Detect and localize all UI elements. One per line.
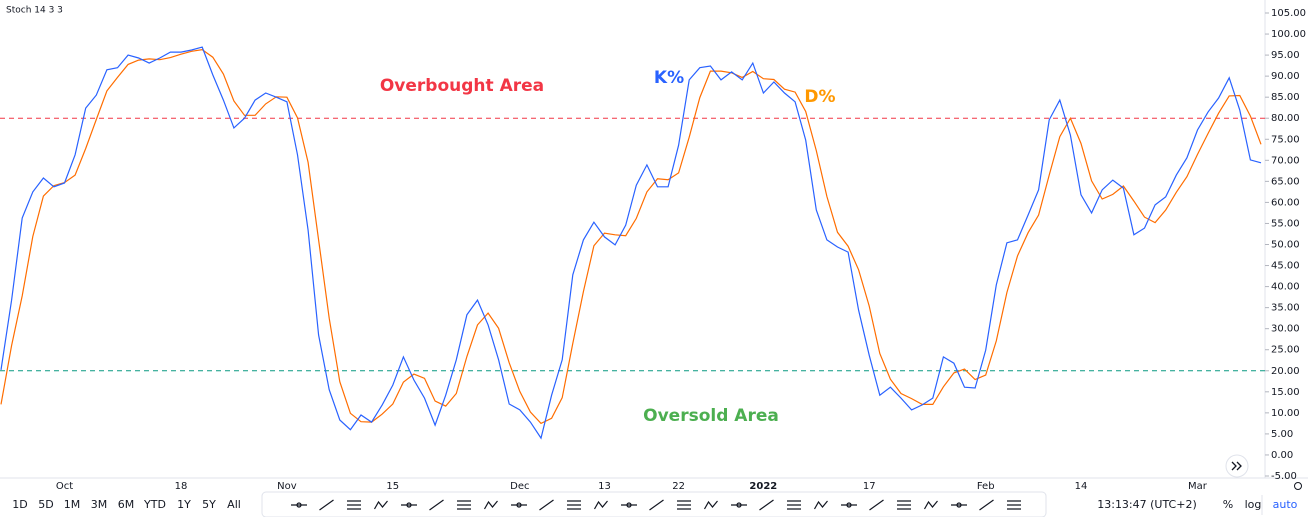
- x-tick-label: Feb: [977, 481, 995, 492]
- y-tick-label: 15.00: [1271, 387, 1300, 398]
- tool-icon[interactable]: [373, 500, 388, 510]
- tool-icon[interactable]: [511, 502, 527, 508]
- y-tick-label: 25.00: [1271, 345, 1300, 356]
- scroll-button[interactable]: [1225, 454, 1249, 478]
- tool-icon[interactable]: [539, 499, 554, 511]
- range-button[interactable]: 5D: [38, 498, 53, 511]
- tool-icon[interactable]: [483, 500, 498, 510]
- tool-icon[interactable]: [401, 502, 417, 508]
- tool-icon[interactable]: [813, 500, 828, 510]
- y-tick-label: 0.00: [1271, 450, 1293, 461]
- y-tick-label: 5.00: [1271, 429, 1293, 440]
- y-tick-label: 40.00: [1271, 282, 1300, 293]
- tool-icon[interactable]: [429, 499, 444, 511]
- tool-icon[interactable]: [869, 499, 884, 511]
- tool-icon[interactable]: [923, 500, 938, 510]
- annotation: Overbought Area: [380, 76, 544, 96]
- range-button[interactable]: 5Y: [202, 498, 216, 511]
- tool-icon[interactable]: [567, 500, 581, 510]
- y-tick-label: 65.00: [1271, 176, 1300, 187]
- y-tick-label: 95.00: [1271, 50, 1300, 61]
- tool-icon[interactable]: [649, 499, 664, 511]
- x-tick-label: Dec: [510, 481, 529, 492]
- x-tick-label: 18: [175, 481, 188, 492]
- tool-icon[interactable]: [979, 499, 994, 511]
- y-tick-label: 80.00: [1271, 113, 1300, 124]
- tool-icon[interactable]: [347, 500, 361, 510]
- series-label: K%: [654, 68, 684, 88]
- tool-icon[interactable]: [621, 502, 637, 508]
- range-button[interactable]: 1D: [12, 498, 27, 511]
- series-line: [0, 48, 1262, 425]
- x-tick-label: Oct: [56, 481, 73, 492]
- scale-option[interactable]: auto: [1273, 498, 1298, 511]
- scale-option[interactable]: %: [1223, 498, 1233, 511]
- drawing-toolbar: [261, 491, 1047, 517]
- indicator-label: Stoch 14 3 3: [6, 6, 63, 16]
- y-tick-label: 105.00: [1271, 8, 1306, 19]
- y-tick-label: 10.00: [1271, 408, 1300, 419]
- range-button[interactable]: YTD: [143, 498, 166, 511]
- x-tick-label: Nov: [277, 481, 297, 492]
- y-tick-label: -5.00: [1271, 471, 1297, 482]
- y-tick-label: 35.00: [1271, 303, 1300, 314]
- range-button[interactable]: 1Y: [177, 498, 191, 511]
- clock: 13:13:47 (UTC+2): [1097, 498, 1197, 511]
- tool-icon[interactable]: [731, 502, 747, 508]
- y-tick-label: 20.00: [1271, 366, 1300, 377]
- y-tick-label: 75.00: [1271, 134, 1300, 145]
- annotation: Oversold Area: [643, 406, 779, 426]
- x-tick-label: 13: [598, 481, 611, 492]
- y-tick-label: 100.00: [1271, 29, 1306, 40]
- scale-option[interactable]: log: [1245, 498, 1262, 511]
- tool-icon[interactable]: [319, 499, 334, 511]
- drawing-tools: [291, 499, 1021, 511]
- range-button[interactable]: 6M: [118, 498, 135, 511]
- range-button[interactable]: 3M: [91, 498, 108, 511]
- x-tick-label: 22: [672, 481, 685, 492]
- x-tick-label: 15: [386, 481, 399, 492]
- x-tick-label: 17: [863, 481, 876, 492]
- y-tick-label: 55.00: [1271, 218, 1300, 229]
- x-tick-label: Mar: [1188, 481, 1208, 492]
- y-tick-label: 50.00: [1271, 240, 1300, 251]
- tool-icon[interactable]: [841, 502, 857, 508]
- tool-icon[interactable]: [759, 499, 774, 511]
- y-tick-label: 60.00: [1271, 197, 1300, 208]
- series-line: [0, 46, 1262, 440]
- tool-icon[interactable]: [897, 500, 911, 510]
- y-tick-label: 45.00: [1271, 261, 1300, 272]
- y-tick-label: 30.00: [1271, 324, 1300, 335]
- tool-icon[interactable]: [593, 500, 608, 510]
- tool-icon[interactable]: [951, 502, 967, 508]
- series-label: D%: [804, 87, 835, 107]
- range-button[interactable]: 1M: [64, 498, 81, 511]
- tool-icon[interactable]: [457, 500, 471, 510]
- tool-icon[interactable]: [291, 502, 307, 508]
- settings-icon[interactable]: [1294, 482, 1302, 490]
- y-tick-label: 70.00: [1271, 155, 1300, 166]
- tool-icon[interactable]: [1007, 500, 1021, 510]
- x-tick-label: 14: [1075, 481, 1088, 492]
- tool-icon[interactable]: [787, 500, 801, 510]
- tool-icon[interactable]: [677, 500, 691, 510]
- range-button[interactable]: All: [227, 498, 241, 511]
- x-tick-label: 2022: [749, 481, 777, 492]
- tool-icon[interactable]: [703, 500, 718, 510]
- y-tick-label: 90.00: [1271, 71, 1300, 82]
- y-tick-label: 85.00: [1271, 92, 1300, 103]
